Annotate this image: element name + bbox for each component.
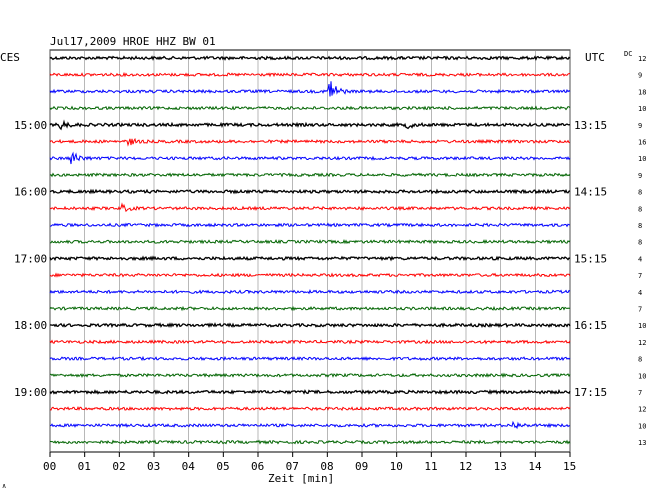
seismic-trace xyxy=(49,439,571,445)
dc-value-label: 9 xyxy=(638,122,642,130)
x-tick-label: 04 xyxy=(182,460,196,473)
dc-value-label: 8 xyxy=(638,222,642,230)
right-time-label: 17:15 xyxy=(574,386,607,399)
seismic-trace xyxy=(49,305,571,312)
seismic-trace xyxy=(49,172,571,178)
label-group: 00 01 02 03 04 05 06 07 08 09 10 11 12 13 14 15 15:00 16:… xyxy=(14,55,646,473)
dc-value-label: 7 xyxy=(638,272,642,280)
dc-header-label: DC xyxy=(624,50,632,58)
left-timezone-label: CES xyxy=(0,51,20,64)
chart-title: Jul17,2009 HROE HHZ BW 01 xyxy=(50,35,216,48)
seismic-trace xyxy=(49,406,571,412)
seismic-trace xyxy=(49,355,571,362)
dc-value-label: 7 xyxy=(638,306,642,314)
seismic-trace xyxy=(49,420,571,430)
x-axis-label: Zeit [min] xyxy=(268,472,334,485)
left-time-label: 15:00 xyxy=(14,119,47,132)
left-time-label: 17:00 xyxy=(14,252,47,265)
right-time-label: 14:15 xyxy=(574,186,607,199)
seismic-trace xyxy=(49,272,571,278)
seismic-trace xyxy=(50,222,571,228)
seismic-trace xyxy=(49,388,571,395)
right-time-label: 16:15 xyxy=(574,319,607,332)
left-time-label: 19:00 xyxy=(14,386,47,399)
seismic-trace xyxy=(49,322,571,329)
dc-value-label: 12 xyxy=(638,55,646,63)
right-time-label: 13:15 xyxy=(574,119,607,132)
right-timezone-label: UTC xyxy=(585,51,605,64)
dc-value-label: 10 xyxy=(638,422,646,430)
seismic-trace xyxy=(49,289,571,295)
x-tick-label: 10 xyxy=(390,460,403,473)
x-tick-label: 02 xyxy=(112,460,125,473)
dc-value-label: 8 xyxy=(638,205,642,213)
x-tick-label: 08 xyxy=(320,460,333,473)
seismic-trace xyxy=(49,119,571,131)
x-tick-label: 05 xyxy=(216,460,229,473)
seismic-trace xyxy=(49,55,571,61)
seismic-trace xyxy=(49,105,571,111)
x-tick-label: 00 xyxy=(43,460,56,473)
x-tick-label: 12 xyxy=(459,460,472,473)
x-tick-label: 07 xyxy=(286,460,299,473)
seismic-trace xyxy=(49,239,571,245)
dc-value-label: 10 xyxy=(638,322,646,330)
x-tick-label: 14 xyxy=(528,460,542,473)
seismic-trace xyxy=(49,81,571,97)
left-time-label: 18:00 xyxy=(14,319,47,332)
x-tick-label: 13 xyxy=(494,460,507,473)
right-time-label: 15:15 xyxy=(574,252,607,265)
dc-value-label: 12 xyxy=(638,406,646,414)
dc-value-label: 9 xyxy=(638,172,642,180)
dc-value-label: 8 xyxy=(638,239,642,247)
seismic-trace xyxy=(49,372,571,379)
dc-value-label: 10 xyxy=(638,372,646,380)
dc-value-label: 8 xyxy=(638,356,642,364)
trace-group xyxy=(49,55,571,445)
x-tick-label: 15 xyxy=(563,460,576,473)
x-tick-label: 09 xyxy=(355,460,368,473)
dc-value-label: 10 xyxy=(638,105,646,113)
dc-value-label: 13 xyxy=(638,439,646,447)
dc-value-label: 10 xyxy=(638,155,646,163)
seismic-trace xyxy=(49,188,571,195)
seismic-trace xyxy=(49,137,571,147)
x-tick-label: 06 xyxy=(251,460,264,473)
x-tick-label: 03 xyxy=(147,460,160,473)
seismic-trace xyxy=(49,151,571,165)
x-tick-label: 01 xyxy=(78,460,91,473)
left-time-label: 16:00 xyxy=(14,186,47,199)
dc-value-label: 16 xyxy=(638,139,646,147)
dc-value-label: 4 xyxy=(638,289,642,297)
seismic-trace xyxy=(49,202,571,213)
dc-value-label: 9 xyxy=(638,72,642,80)
dc-value-label: 4 xyxy=(638,255,642,263)
seismic-trace xyxy=(49,339,571,345)
dc-value-label: 8 xyxy=(638,189,642,197)
dc-value-label: 18 xyxy=(638,88,646,96)
seismic-trace xyxy=(49,71,570,78)
grid-lines xyxy=(49,49,571,457)
dc-value-label: 7 xyxy=(638,389,642,397)
dc-value-label: 12 xyxy=(638,339,646,347)
x-tick-label: 11 xyxy=(424,460,437,473)
footer-mark: ∧ xyxy=(2,482,6,490)
seismic-trace xyxy=(49,255,571,262)
